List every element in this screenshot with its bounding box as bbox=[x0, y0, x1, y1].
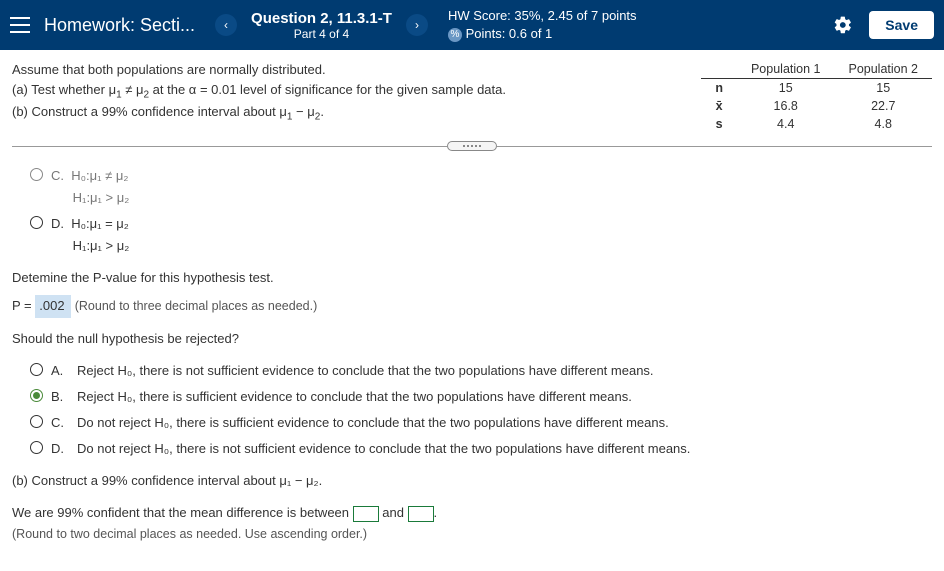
prev-question-button[interactable]: ‹ bbox=[215, 14, 237, 36]
reject-option-c[interactable]: C. Do not reject H₀, there is sufficient… bbox=[30, 412, 932, 434]
app-header: Homework: Secti... ‹ Question 2, 11.3.1-… bbox=[0, 0, 944, 50]
question-title: Question 2, 11.3.1-T bbox=[251, 10, 392, 27]
question-info: Question 2, 11.3.1-T Part 4 of 4 bbox=[251, 10, 392, 41]
radio-reject-a[interactable] bbox=[30, 363, 43, 376]
save-button[interactable]: Save bbox=[869, 11, 934, 39]
col-pop2: Population 2 bbox=[834, 60, 932, 79]
ci-hint: (Round to two decimal places as needed. … bbox=[12, 524, 932, 545]
hypothesis-option-c[interactable]: C. H₀:μ₁ ≠ μ₂ H₁:μ₁ > μ₂ bbox=[30, 165, 932, 209]
radio-reject-b[interactable] bbox=[30, 389, 43, 402]
pvalue-prompt: Detemine the P-value for this hypothesis… bbox=[12, 267, 932, 289]
gear-icon[interactable] bbox=[833, 15, 853, 35]
ci-lower-input[interactable] bbox=[353, 506, 379, 522]
question-part: Part 4 of 4 bbox=[251, 27, 392, 41]
hypothesis-option-d[interactable]: D. H₀:μ₁ = μ₂ H₁:μ₁ > μ₂ bbox=[30, 213, 932, 257]
reject-option-b[interactable]: B. Reject H₀, there is sufficient eviden… bbox=[30, 386, 932, 408]
question-content-top: Assume that both populations are normall… bbox=[0, 50, 944, 157]
radio-d[interactable] bbox=[30, 216, 43, 229]
next-question-button[interactable]: › bbox=[406, 14, 428, 36]
score-block: HW Score: 35%, 2.45 of 7 points % Points… bbox=[448, 7, 637, 43]
ci-upper-input[interactable] bbox=[408, 506, 434, 522]
radio-reject-d[interactable] bbox=[30, 441, 43, 454]
sample-data-table: Population 1 Population 2 n 15 15 x̄ 16.… bbox=[701, 60, 932, 133]
reject-option-a[interactable]: A. Reject H₀, there is not sufficient ev… bbox=[30, 360, 932, 382]
reject-option-d[interactable]: D. Do not reject H₀, there is not suffic… bbox=[30, 438, 932, 460]
homework-title: Homework: Secti... bbox=[44, 15, 195, 36]
col-pop1: Population 1 bbox=[737, 60, 835, 79]
pvalue-input[interactable]: .002 bbox=[35, 295, 71, 317]
question-body: C. H₀:μ₁ ≠ μ₂ H₁:μ₁ > μ₂ D. H₀:μ₁ = μ₂ H… bbox=[0, 157, 944, 550]
divider bbox=[12, 141, 932, 151]
menu-icon[interactable] bbox=[10, 17, 30, 33]
points-icon: % bbox=[448, 28, 462, 42]
reject-question: Should the null hypothesis be rejected? bbox=[12, 328, 932, 350]
drag-handle-icon[interactable] bbox=[447, 141, 497, 151]
hw-score: HW Score: 35%, 2.45 of 7 points bbox=[448, 7, 637, 25]
points: % Points: 0.6 of 1 bbox=[448, 25, 637, 43]
part-b-title: (b) Construct a 99% confidence interval … bbox=[12, 470, 932, 492]
radio-c[interactable] bbox=[30, 168, 43, 181]
radio-reject-c[interactable] bbox=[30, 415, 43, 428]
question-prompt: Assume that both populations are normall… bbox=[12, 60, 681, 133]
